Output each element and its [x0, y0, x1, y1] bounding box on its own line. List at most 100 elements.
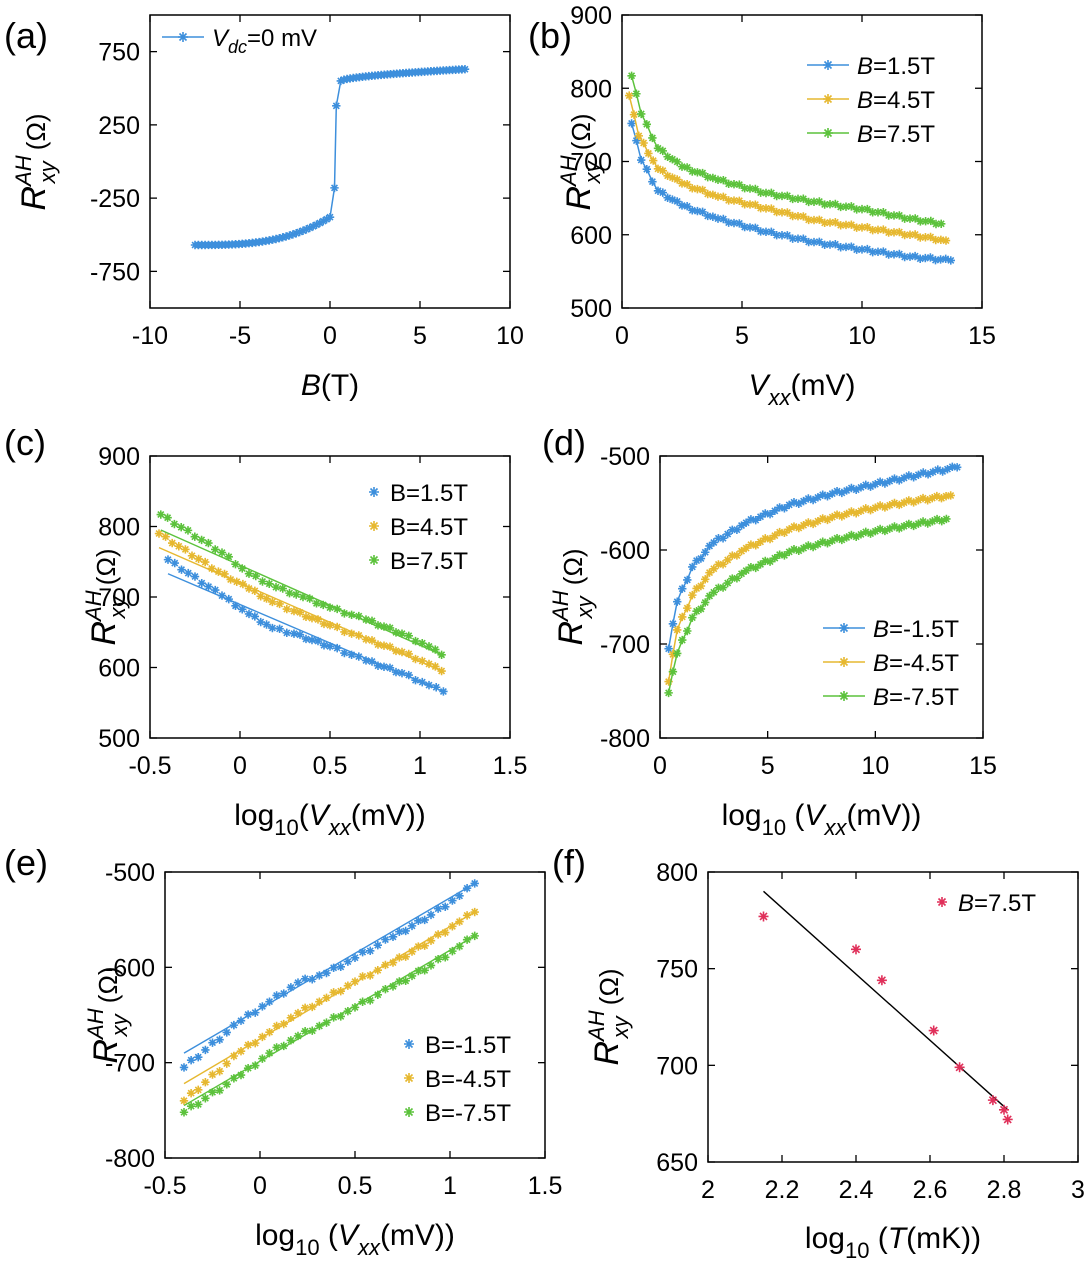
y-axis-label-text: RAHxy (Ω)	[11, 113, 60, 210]
data-point	[745, 200, 755, 209]
data-point	[381, 960, 390, 970]
data-point	[668, 650, 678, 659]
chart-panel-1: -10 -5 0 5 10 -750 -250 250 750 (a) B(T) RAHxy (Ω) V…	[4, 14, 524, 402]
data-point	[842, 533, 851, 542]
data-point	[281, 232, 291, 241]
data-point	[709, 588, 719, 597]
data-point	[857, 204, 867, 214]
data-point	[987, 1095, 998, 1106]
data-point	[407, 947, 417, 956]
data-point	[741, 543, 751, 553]
plot-area	[190, 65, 470, 250]
data-point	[847, 242, 856, 251]
data-point	[208, 1070, 217, 1079]
data-point	[325, 603, 335, 612]
data-point	[701, 575, 710, 584]
data-point	[354, 611, 363, 621]
x-tick-label: -10	[132, 322, 168, 350]
data-point	[885, 524, 894, 533]
data-point	[767, 227, 776, 237]
data-point	[251, 1038, 260, 1048]
data-point	[724, 196, 733, 205]
data-point	[215, 1035, 224, 1044]
y-tick-label: -800	[600, 725, 650, 753]
data-point	[683, 626, 692, 636]
data-point	[293, 978, 303, 987]
data-point	[916, 217, 925, 226]
data-point	[170, 558, 179, 568]
data-point	[373, 621, 383, 630]
data-point	[664, 644, 673, 653]
data-point	[688, 167, 697, 176]
data-point	[391, 667, 401, 677]
data-point	[941, 491, 951, 501]
x-tick-label: 1	[413, 752, 427, 780]
data-point	[292, 590, 301, 599]
data-point	[856, 530, 866, 539]
plot-area	[664, 462, 962, 698]
data-point	[919, 468, 928, 477]
data-point	[250, 612, 260, 621]
data-point	[642, 120, 651, 129]
series-1	[758, 890, 1013, 1125]
data-point	[325, 621, 335, 630]
data-point	[358, 947, 367, 957]
data-point	[899, 498, 909, 507]
data-point	[936, 255, 945, 264]
data-point	[928, 517, 937, 526]
data-point	[832, 510, 842, 519]
data-point	[414, 966, 423, 976]
legend-entry: B=7.5T	[369, 548, 468, 575]
data-point	[358, 997, 367, 1006]
data-point	[373, 661, 383, 670]
data-point	[181, 545, 190, 554]
data-point	[361, 635, 371, 644]
legend-marker	[839, 691, 849, 701]
data-point	[890, 522, 899, 531]
data-point	[692, 584, 701, 593]
x-tick-label: 1.5	[528, 1172, 563, 1200]
legend-label: B=-1.5T	[873, 616, 959, 643]
data-point	[231, 601, 240, 611]
data-point	[258, 1002, 267, 1011]
data-point	[319, 641, 329, 650]
data-point	[325, 212, 335, 222]
data-point	[688, 184, 697, 193]
data-point	[941, 254, 950, 264]
data-point	[305, 223, 314, 233]
data-point	[322, 215, 331, 224]
data-point	[861, 527, 870, 537]
plot-area	[154, 510, 448, 696]
data-point	[928, 493, 937, 503]
data-point	[928, 467, 938, 477]
data-point	[226, 575, 235, 584]
y-tick-label: -250	[90, 185, 140, 213]
data-point	[222, 1059, 231, 1068]
data-point	[271, 582, 281, 592]
data-point	[770, 506, 780, 516]
data-point	[350, 977, 360, 986]
data-point	[329, 963, 338, 973]
data-point	[931, 219, 941, 229]
data-point	[809, 197, 819, 206]
data-point	[243, 1010, 253, 1019]
data-point	[177, 565, 186, 574]
data-point	[308, 1026, 317, 1035]
legend: B=-1.5T B=-4.5T B=-7.5T	[404, 1032, 511, 1127]
data-point	[437, 666, 446, 676]
data-point	[793, 211, 803, 221]
data-point	[275, 599, 284, 609]
data-point	[347, 650, 356, 660]
legend-label: B=4.5T	[857, 87, 935, 114]
data-point	[414, 916, 423, 925]
data-point	[861, 480, 870, 490]
data-point	[395, 953, 404, 962]
data-point	[411, 636, 420, 646]
data-point	[751, 200, 760, 209]
data-point	[397, 629, 407, 638]
data-point	[937, 494, 946, 503]
data-point	[879, 225, 888, 234]
x-tick-label: 5	[735, 322, 749, 350]
data-point	[775, 550, 784, 559]
x-tick-label: 0	[653, 752, 667, 780]
